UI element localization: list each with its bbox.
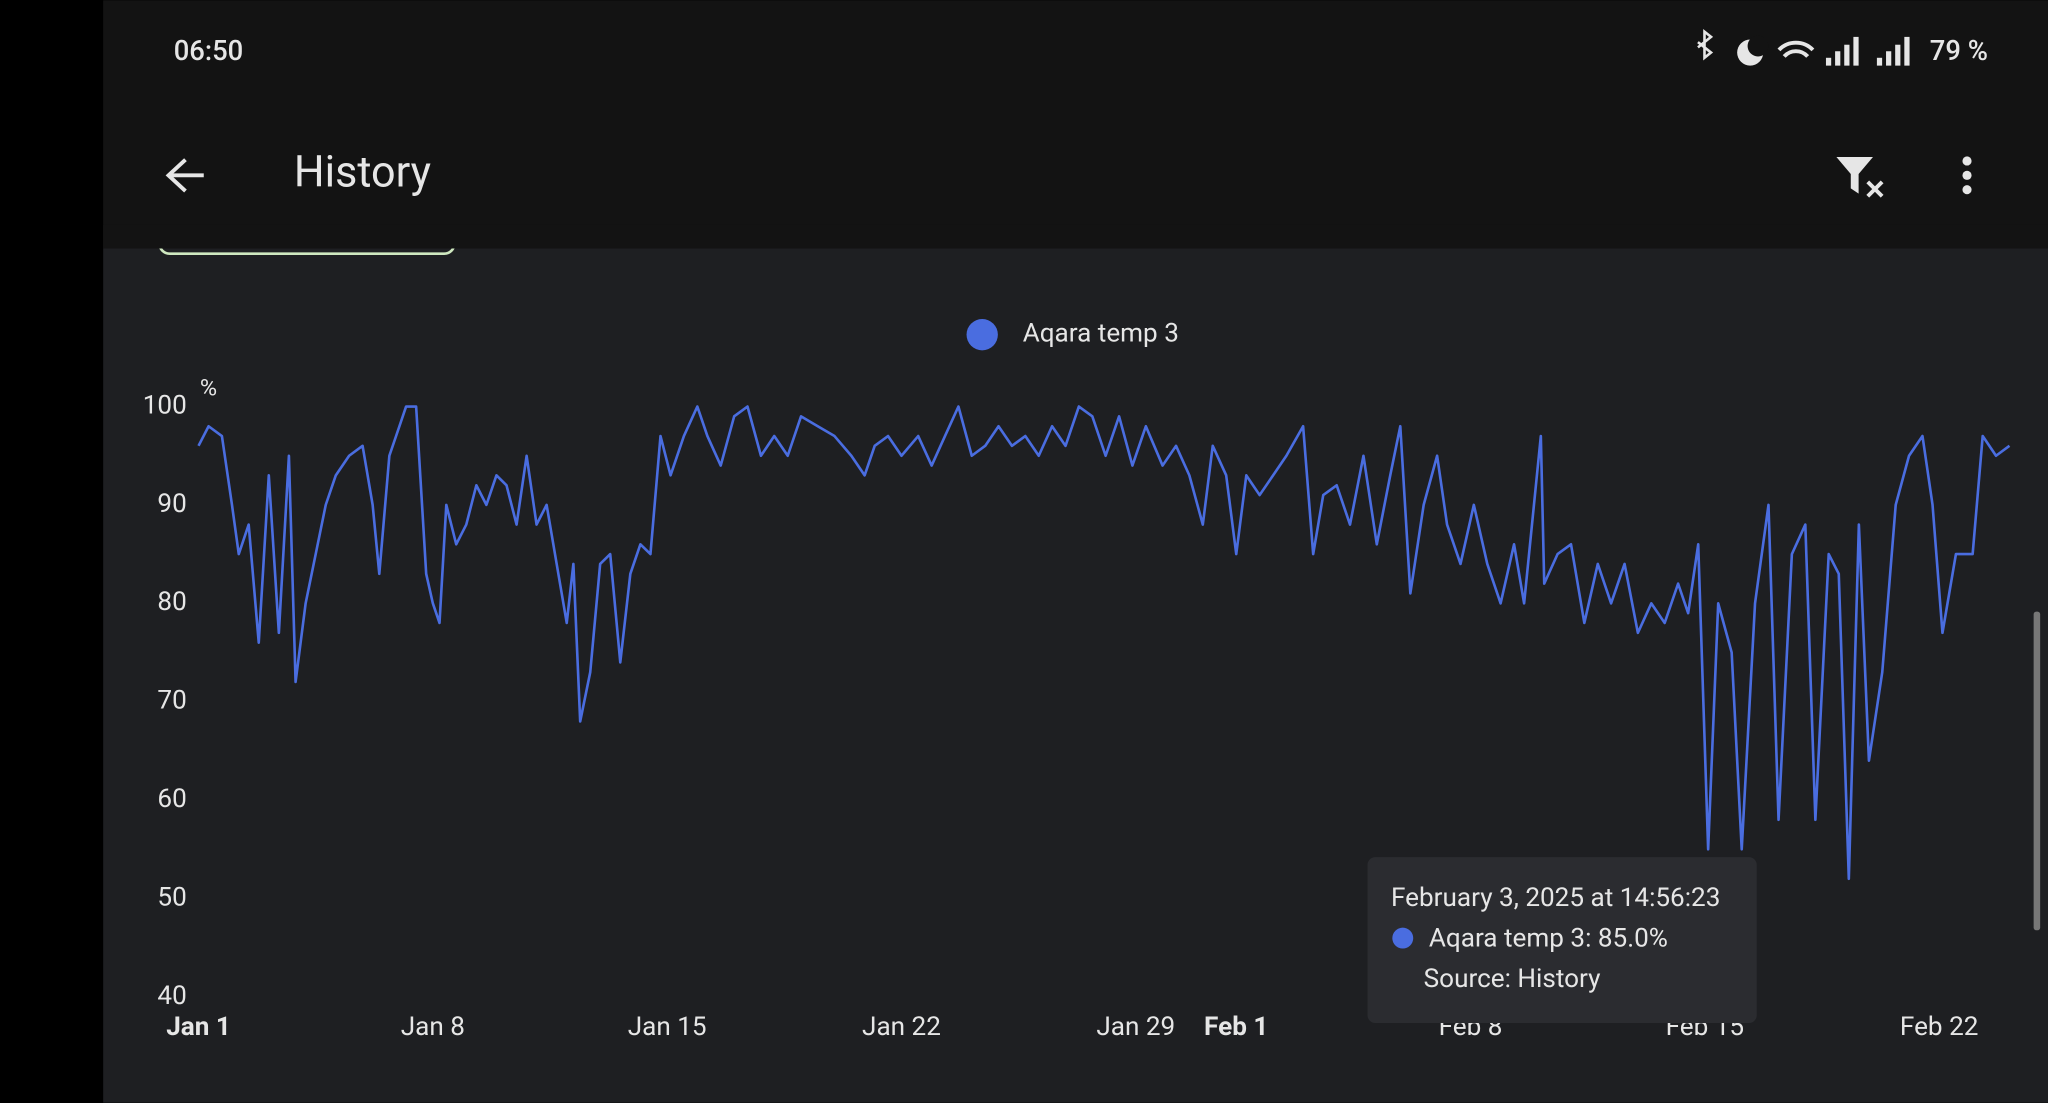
clear-x bbox=[1866, 180, 1884, 198]
tooltip-box bbox=[1367, 857, 1757, 1024]
signal-bar bbox=[1835, 51, 1841, 66]
tooltip-swatch bbox=[1392, 927, 1414, 949]
x-tick-label: Jan 1 bbox=[166, 1012, 231, 1042]
x-tick-label: Jan 22 bbox=[862, 1012, 941, 1042]
signal-bar bbox=[1895, 44, 1901, 66]
tooltip-title: February 3, 2025 at 14:56:23 bbox=[1391, 883, 1720, 913]
x-tick-label: Feb 1 bbox=[1204, 1012, 1268, 1042]
status-icons bbox=[1697, 28, 1910, 66]
x-tick-label: Jan 15 bbox=[628, 1012, 707, 1042]
clear-filter-button[interactable] bbox=[1836, 157, 1873, 194]
wifi-icon bbox=[1777, 40, 1815, 58]
back-button[interactable] bbox=[165, 158, 204, 193]
battery: 79 % bbox=[1930, 35, 1988, 67]
y-unit: % bbox=[200, 374, 217, 402]
x-tick-label: Jan 29 bbox=[1096, 1012, 1175, 1042]
clock: 06:50 bbox=[174, 35, 244, 67]
bluetooth-icon bbox=[1697, 28, 1714, 61]
y-tick-label: 40 bbox=[157, 981, 186, 1011]
tooltip-value: Aqara temp 3: 85.0% bbox=[1429, 923, 1668, 953]
y-tick-label: 90 bbox=[157, 489, 186, 519]
scrollbar bbox=[2033, 611, 2041, 931]
signal-bar bbox=[1904, 36, 1910, 66]
data-line bbox=[197, 405, 2011, 881]
signal-bar bbox=[1853, 36, 1859, 66]
signal-bar bbox=[1825, 57, 1832, 66]
app-title: History bbox=[294, 147, 431, 198]
y-tick-label: 70 bbox=[157, 686, 186, 716]
y-tick-label: 50 bbox=[157, 882, 186, 912]
top-bar-edge bbox=[103, 224, 2048, 249]
y-tick-label: 100 bbox=[143, 390, 187, 420]
signal-bar bbox=[1844, 44, 1850, 66]
tooltip-source: Source: History bbox=[1424, 964, 1601, 994]
legend-swatch bbox=[966, 319, 998, 351]
signal-bar bbox=[1886, 51, 1892, 66]
y-tick-label: 60 bbox=[157, 784, 186, 814]
menu-button[interactable] bbox=[1962, 156, 1972, 195]
signal-bar bbox=[1876, 57, 1883, 66]
x-tick-label: Feb 22 bbox=[1900, 1012, 1979, 1042]
tooltip: February 3, 2025 at 14:56:23 Aqara temp … bbox=[1367, 857, 1757, 1024]
top-bar bbox=[103, 0, 2048, 249]
dnd-cut bbox=[1747, 35, 1769, 57]
y-tick-label: 80 bbox=[157, 587, 186, 617]
legend-label: Aqara temp 3 bbox=[1023, 319, 1179, 349]
x-tick-label: Jan 8 bbox=[401, 1012, 465, 1042]
